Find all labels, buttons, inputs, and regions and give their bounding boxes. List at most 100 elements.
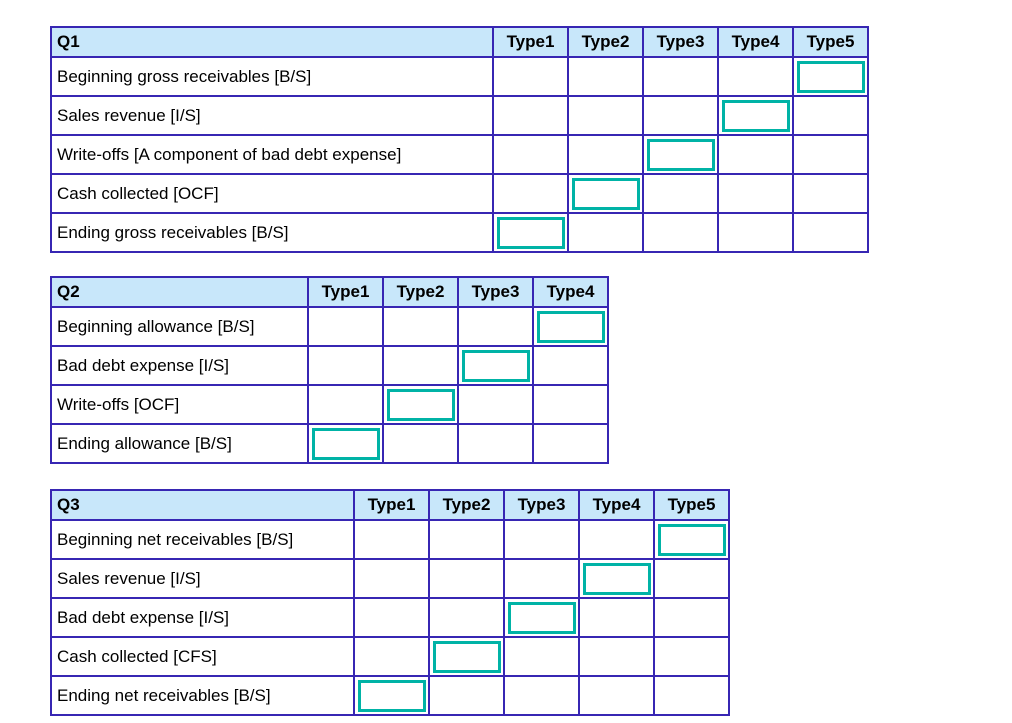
answer-cell-q3-row3-type2: [428, 597, 505, 638]
column-header-q1-type5: Type5: [792, 26, 869, 58]
answer-input-q1-row5-type1[interactable]: [496, 216, 565, 249]
header-row-q1: Q1 Type1 Type2 Type3 Type4 Type5: [50, 26, 869, 58]
answer-input-q3-row3-type3[interactable]: [507, 601, 576, 634]
answer-cell-q3-row5-type2: [428, 675, 505, 716]
answer-input-q3-row1-type5[interactable]: [657, 523, 726, 556]
answer-cell-q3-row3-type1: [353, 597, 430, 638]
answer-cell-q3-row5-type3: [503, 675, 580, 716]
answer-input-q1-row4-type2[interactable]: [571, 177, 640, 210]
row-label: Bad debt expense [I/S]: [50, 345, 309, 386]
column-header-q1-type4: Type4: [717, 26, 794, 58]
answer-cell-q3-row3-type4: [578, 597, 655, 638]
answer-cell-q3-row1-type3: [503, 519, 580, 560]
column-header-q2-type2: Type2: [382, 276, 459, 308]
answer-cell-q3-row4-type2: [428, 636, 505, 677]
answer-cell-q1-row1-type4: [717, 56, 794, 97]
column-header-q2-type4: Type4: [532, 276, 609, 308]
answer-cell-q2-row2-type2: [382, 345, 459, 386]
table-row: Bad debt expense [I/S]: [50, 597, 730, 638]
column-header-q3-type5: Type5: [653, 489, 730, 521]
table-row: Ending allowance [B/S]: [50, 423, 609, 464]
answer-cell-q1-row5-type4: [717, 212, 794, 253]
table-title-q3: Q3: [50, 489, 355, 521]
answer-input-q3-row5-type1[interactable]: [357, 679, 426, 712]
answer-cell-q2-row2-type4: [532, 345, 609, 386]
answer-cell-q3-row2-type5: [653, 558, 730, 599]
table-row: Write-offs [OCF]: [50, 384, 609, 425]
table-row: Beginning allowance [B/S]: [50, 306, 609, 347]
column-header-q2-type3: Type3: [457, 276, 534, 308]
answer-cell-q1-row4-type3: [642, 173, 719, 214]
answer-cell-q3-row1-type1: [353, 519, 430, 560]
row-label: Beginning gross receivables [B/S]: [50, 56, 494, 97]
header-row-q2: Q2 Type1 Type2 Type3 Type4: [50, 276, 609, 308]
answer-input-q1-row3-type3[interactable]: [646, 138, 715, 171]
column-header-q1-type3: Type3: [642, 26, 719, 58]
answer-cell-q3-row1-type5: [653, 519, 730, 560]
answer-input-q2-row4-type1[interactable]: [311, 427, 380, 460]
table-row: Sales revenue [I/S]: [50, 558, 730, 599]
answer-input-q3-row4-type2[interactable]: [432, 640, 501, 673]
column-header-q2-type1: Type1: [307, 276, 384, 308]
table-row: Beginning net receivables [B/S]: [50, 519, 730, 560]
answer-input-q3-row2-type4[interactable]: [582, 562, 651, 595]
row-label: Ending net receivables [B/S]: [50, 675, 355, 716]
table-row: Cash collected [CFS]: [50, 636, 730, 677]
answer-cell-q2-row4-type2: [382, 423, 459, 464]
answer-input-q1-row2-type4[interactable]: [721, 99, 790, 132]
answer-cell-q3-row3-type5: [653, 597, 730, 638]
answer-cell-q3-row5-type4: [578, 675, 655, 716]
answer-cell-q3-row4-type4: [578, 636, 655, 677]
column-header-q3-type1: Type1: [353, 489, 430, 521]
answer-cell-q1-row3-type4: [717, 134, 794, 175]
column-header-q3-type3: Type3: [503, 489, 580, 521]
answer-input-q2-row3-type2[interactable]: [386, 388, 455, 421]
column-header-q1-type1: Type1: [492, 26, 569, 58]
answer-cell-q2-row3-type3: [457, 384, 534, 425]
answer-cell-q3-row2-type3: [503, 558, 580, 599]
answer-cell-q1-row2-type3: [642, 95, 719, 136]
answer-cell-q2-row1-type1: [307, 306, 384, 347]
answer-cell-q3-row2-type1: [353, 558, 430, 599]
answer-cell-q2-row1-type4: [532, 306, 609, 347]
table-q3: Q3 Type1 Type2 Type3 Type4 Type5 Beginning net…: [50, 489, 730, 716]
table-row: Beginning gross receivables [B/S]: [50, 56, 869, 97]
answer-cell-q1-row2-type2: [567, 95, 644, 136]
row-label: Sales revenue [I/S]: [50, 95, 494, 136]
answer-cell-q2-row4-type3: [457, 423, 534, 464]
row-label: Sales revenue [I/S]: [50, 558, 355, 599]
answer-cell-q3-row2-type2: [428, 558, 505, 599]
row-label: Ending allowance [B/S]: [50, 423, 309, 464]
answer-cell-q1-row2-type5: [792, 95, 869, 136]
answer-cell-q3-row3-type3: [503, 597, 580, 638]
answer-cell-q1-row3-type5: [792, 134, 869, 175]
answer-cell-q2-row2-type1: [307, 345, 384, 386]
column-header-q3-type2: Type2: [428, 489, 505, 521]
table-title-q1: Q1: [50, 26, 494, 58]
question-block-q2: Q2 Type1 Type2 Type3 Type4 Beginning allowanc…: [50, 276, 609, 464]
answer-cell-q1-row5-type1: [492, 212, 569, 253]
answer-input-q1-row1-type5[interactable]: [796, 60, 865, 93]
answer-cell-q3-row4-type3: [503, 636, 580, 677]
answer-cell-q2-row4-type4: [532, 423, 609, 464]
answer-input-q2-row2-type3[interactable]: [461, 349, 530, 382]
answer-cell-q1-row1-type3: [642, 56, 719, 97]
table-row: Sales revenue [I/S]: [50, 95, 869, 136]
answer-cell-q1-row5-type2: [567, 212, 644, 253]
answer-cell-q1-row4-type1: [492, 173, 569, 214]
answer-cell-q1-row4-type5: [792, 173, 869, 214]
column-header-q1-type2: Type2: [567, 26, 644, 58]
answer-cell-q2-row3-type4: [532, 384, 609, 425]
answer-cell-q3-row1-type4: [578, 519, 655, 560]
answer-cell-q1-row4-type4: [717, 173, 794, 214]
answer-cell-q1-row3-type1: [492, 134, 569, 175]
row-label: Write-offs [A component of bad debt expe…: [50, 134, 494, 175]
answer-cell-q2-row1-type2: [382, 306, 459, 347]
table-q1: Q1 Type1 Type2 Type3 Type4 Type5 Beginning gro…: [50, 26, 869, 253]
answer-cell-q1-row3-type3: [642, 134, 719, 175]
answer-input-q2-row1-type4[interactable]: [536, 310, 605, 343]
answer-cell-q1-row4-type2: [567, 173, 644, 214]
table-row: Ending net receivables [B/S]: [50, 675, 730, 716]
answer-cell-q1-row1-type2: [567, 56, 644, 97]
answer-cell-q2-row3-type2: [382, 384, 459, 425]
